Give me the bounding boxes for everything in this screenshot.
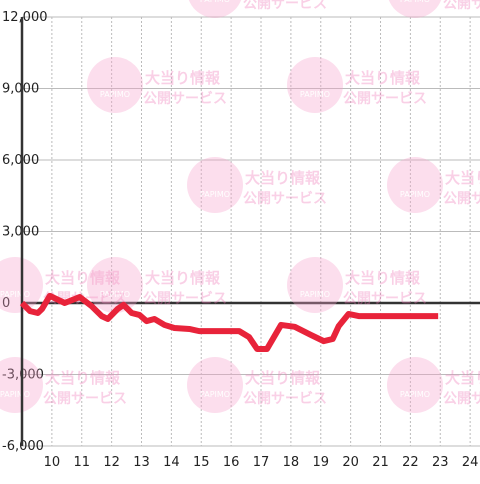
watermark-text: 公開サービス (443, 191, 480, 207)
watermark-circle (87, 57, 143, 113)
watermark-text: 公開サービス (443, 0, 480, 12)
watermark-text: 公開サービス (243, 0, 327, 12)
watermark-circle (187, 357, 243, 413)
watermark-logo: PAPIMO (200, 0, 230, 4)
watermark-circle (287, 257, 343, 313)
watermark-logo: PAPIMO (0, 390, 30, 399)
watermark-text: 公開サービス (143, 291, 227, 307)
watermark-logo: PAPIMO (100, 290, 130, 299)
watermark-logo: PAPIMO (200, 190, 230, 199)
watermark-text: 大当り情報 (145, 269, 221, 287)
x-tick-label: 18 (283, 455, 300, 470)
x-tick-label: 16 (223, 455, 240, 470)
x-tick-label: 15 (193, 455, 210, 470)
watermark-circle (87, 257, 143, 313)
x-tick-label: 21 (372, 455, 389, 470)
watermark-text: 公開サービス (143, 91, 227, 107)
watermark-text: 公開サービス (243, 191, 327, 207)
x-tick-label: 20 (342, 455, 359, 470)
watermark-text: 大当り情報 (445, 169, 480, 187)
watermark-text: 大当り情報 (345, 269, 421, 287)
y-tick-label: 9,000 (2, 82, 39, 97)
watermark-circle (187, 157, 243, 213)
watermark-text: 大当り情報 (445, 369, 480, 387)
watermark-logo: PAPIMO (400, 0, 430, 4)
watermark-logo: PAPIMO (300, 290, 330, 299)
watermark-text: 大当り情報 (245, 369, 321, 387)
watermark-logo: PAPIMO (0, 290, 30, 299)
watermark-logo: PAPIMO (400, 390, 430, 399)
y-tick-label: 6,000 (2, 153, 39, 168)
watermark-text: 大当り情報 (45, 369, 121, 387)
watermark-logo: PAPIMO (300, 90, 330, 99)
watermark-circle (388, 0, 442, 18)
line-series (19, 292, 439, 352)
y-tick-label: -6,000 (2, 439, 44, 454)
x-tick-label: 12 (103, 455, 120, 470)
watermark-logo: PAPIMO (400, 190, 430, 199)
watermark-text: 公開サービス (343, 91, 427, 107)
x-tick-label: 14 (163, 455, 180, 470)
watermark-text: 公開サービス (43, 391, 127, 407)
watermark-text: 大当り情報 (245, 169, 321, 187)
x-tick-label: 17 (253, 455, 270, 470)
y-tick-label: 3,000 (2, 225, 39, 240)
watermark-circle (188, 0, 242, 18)
x-tick-label: 24 (462, 455, 479, 470)
x-tick-label: 13 (133, 455, 150, 470)
x-tick-label: 10 (44, 455, 61, 470)
x-tick-label: 11 (73, 455, 90, 470)
watermark-circle (287, 57, 343, 113)
y-tick-label: 12,000 (2, 10, 48, 25)
x-tick-label: 19 (312, 455, 329, 470)
watermark-logo: PAPIMO (100, 90, 130, 99)
watermark-text: 大当り情報 (45, 269, 121, 287)
x-tick-label: 22 (402, 455, 419, 470)
watermark-text: 公開サービス (343, 291, 427, 307)
watermark-text: 大当り情報 (145, 69, 221, 87)
watermark-text: 公開サービス (443, 391, 480, 407)
y-tick-label: 0 (2, 296, 10, 311)
x-tick-label: 23 (432, 455, 449, 470)
watermark-circle (387, 357, 443, 413)
watermark-text: 公開サービス (243, 391, 327, 407)
watermark-logo: PAPIMO (200, 390, 230, 399)
watermark-circle (387, 157, 443, 213)
watermark-text: 大当り情報 (345, 69, 421, 87)
